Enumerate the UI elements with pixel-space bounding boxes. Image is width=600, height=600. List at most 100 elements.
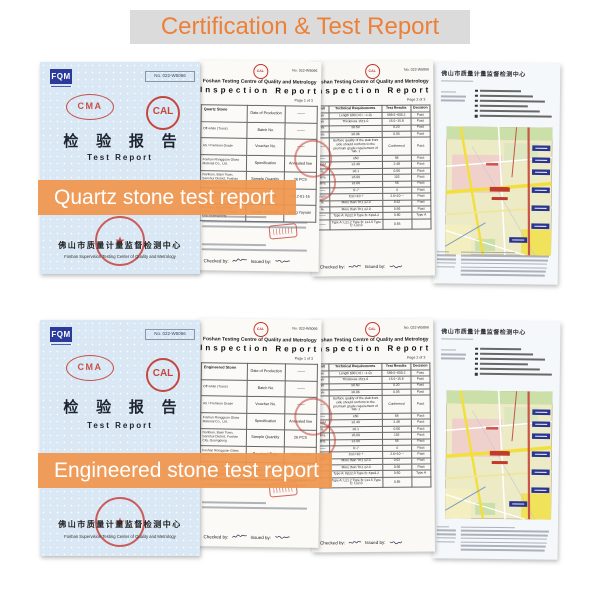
- text-line: [460, 254, 550, 258]
- bullet-item: [474, 357, 555, 361]
- table-cell: Pass: [410, 137, 431, 156]
- text-line: [479, 99, 545, 103]
- table-row: Off-white (Trans) Batch No. ——: [200, 121, 318, 140]
- table-cell: Type A: L≤1.2 Type B: L≤1.5 Type C: L≤2.…: [329, 219, 383, 230]
- page-number: Page 1 of 3: [294, 356, 314, 361]
- issued-by-label: Issued by:: [364, 263, 386, 270]
- signature-line: Checked by: Issued by:: [320, 262, 431, 270]
- table-cell: A5 / Premium Grade: [200, 395, 247, 413]
- test-report-cover: FQM No. 022-W5066 CMA CAL 检 验 报 告 Test R…: [40, 320, 200, 556]
- bullet-icon: [474, 372, 478, 376]
- table-cell: [411, 476, 431, 488]
- org-name-cn: 佛山市质量计量监督检测中心: [58, 240, 182, 250]
- side-note-text: [440, 346, 467, 362]
- issued-by-label: Issued by:: [250, 534, 272, 540]
- text-line: [440, 95, 466, 98]
- text-line: [460, 533, 549, 537]
- contact-labels: [436, 249, 457, 278]
- text-line: [479, 357, 546, 361]
- page-title: Certification & Test Report: [130, 10, 470, 44]
- sample-name: Quartz Stone: [203, 107, 228, 112]
- bullet-icon: [474, 109, 478, 113]
- contact-text: [460, 249, 554, 279]
- fqm-logo-text: FQM: [51, 330, 71, 339]
- text-line: [441, 348, 457, 351]
- signature-line: Checked by: Issued by:: [320, 538, 431, 546]
- table-row: —— Surface quality of the slab front side…: [314, 137, 431, 157]
- cal-stamp-icon: CAL: [252, 321, 269, 338]
- table-cell: Voucher No.: [246, 396, 285, 414]
- checked-by-label: Checked by:: [203, 533, 229, 540]
- text-line: [201, 248, 308, 252]
- banner-engineered: Engineered stone test report: [38, 453, 332, 488]
- bullet-item: [474, 114, 555, 118]
- org-name-cn: 佛山市质量计量监督检测中心: [441, 71, 526, 79]
- text-line: [436, 258, 456, 261]
- report-number: No. 022-W5066: [145, 329, 195, 340]
- header-org: Foshan Testing Centre of Quality and Met…: [314, 78, 429, 86]
- inspection-report-page2: CAL No. 022-W5066 Foshan Testing Centre …: [297, 60, 435, 277]
- report-title: Inspection Report: [199, 85, 320, 96]
- text-line: [201, 243, 267, 247]
- report-number: No. 022-W5066: [292, 326, 318, 331]
- signature: [389, 541, 402, 545]
- bullet-icon: [474, 367, 478, 371]
- text-line: [460, 270, 546, 273]
- table-cell: Surface quality of the slab front side s…: [329, 395, 383, 414]
- text-line: [479, 94, 534, 98]
- cma-stamp: CMA: [66, 355, 114, 382]
- logo-subtext-line: [51, 343, 71, 345]
- table-cell: A5 / Premium Grade: [200, 137, 247, 155]
- table-row: Off-white (Trans) Batch No. ——: [201, 379, 318, 398]
- text-line: [436, 540, 456, 543]
- org-subtext: [441, 78, 497, 83]
- round-seal-stamp: ★: [95, 215, 145, 266]
- checked-by-label: Checked by:: [319, 264, 345, 270]
- table-cell: Batch No.: [246, 379, 286, 397]
- text-line: [202, 215, 267, 219]
- bullet-icon: [475, 347, 478, 350]
- contact-text: [460, 524, 554, 554]
- text-line: [440, 99, 466, 102]
- report-number: No. 022-W5066: [403, 325, 430, 330]
- text-line: [437, 250, 449, 253]
- bullet-icon: [474, 114, 478, 118]
- bullet-item: [474, 94, 555, 98]
- table-cell: Foshan Rongguan Glass Material Co., Ltd.: [200, 154, 247, 172]
- red-inspection-stamp: [268, 223, 298, 240]
- org-name-en: Foshan Supervision Testing Center of Qua…: [64, 534, 176, 540]
- inspection-report-page2: CAL No. 022-W5066 Foshan Testing Centre …: [297, 318, 436, 553]
- city-map: [445, 390, 553, 520]
- bullet-icon: [474, 94, 478, 97]
- bullet-icon: [474, 362, 478, 366]
- bullet-item: [475, 352, 555, 356]
- table-row: ——Type A: L≤1.2 Type B: L≤1.5 Type C: L≤…: [314, 218, 432, 230]
- bullet-item: [474, 367, 555, 371]
- test-report-cover: FQM No. 022-W5066 CMA CAL 检 验 报 告 Test R…: [40, 62, 200, 274]
- bullet-item: [474, 89, 555, 93]
- banner-quartz: Quartz stone test report: [38, 180, 296, 215]
- table-cell: Foshan Rongguan Glass Material Co., Ltd.: [200, 412, 247, 430]
- cal-stamp: CAL: [146, 357, 180, 392]
- text-line: [460, 266, 547, 269]
- text-line: [436, 533, 456, 536]
- signature: [232, 534, 247, 538]
- bullet-icon: [474, 104, 478, 108]
- text-line: [436, 525, 449, 528]
- signature-line: Checked by: Issued by:: [203, 532, 314, 542]
- table-cell: Date of Production: [246, 363, 286, 381]
- round-seal-stamp: ★: [95, 496, 145, 547]
- text-line: [441, 353, 466, 356]
- text-line: [479, 115, 553, 118]
- report-title: Inspection Report: [312, 85, 432, 96]
- table-cell: ——: [285, 363, 318, 381]
- signature: [274, 259, 290, 263]
- signature: [389, 265, 402, 269]
- table-cell: Off-white (Trans): [200, 121, 247, 139]
- text-line: [441, 79, 474, 82]
- report-title-cn: 检 验 报 告: [63, 399, 184, 416]
- report-row-engineered: FQM No. 022-W5066 CMA CAL 检 验 报 告 Test R…: [0, 318, 600, 568]
- sample-name: Engineered Stone: [203, 365, 237, 370]
- text-line: [460, 545, 546, 548]
